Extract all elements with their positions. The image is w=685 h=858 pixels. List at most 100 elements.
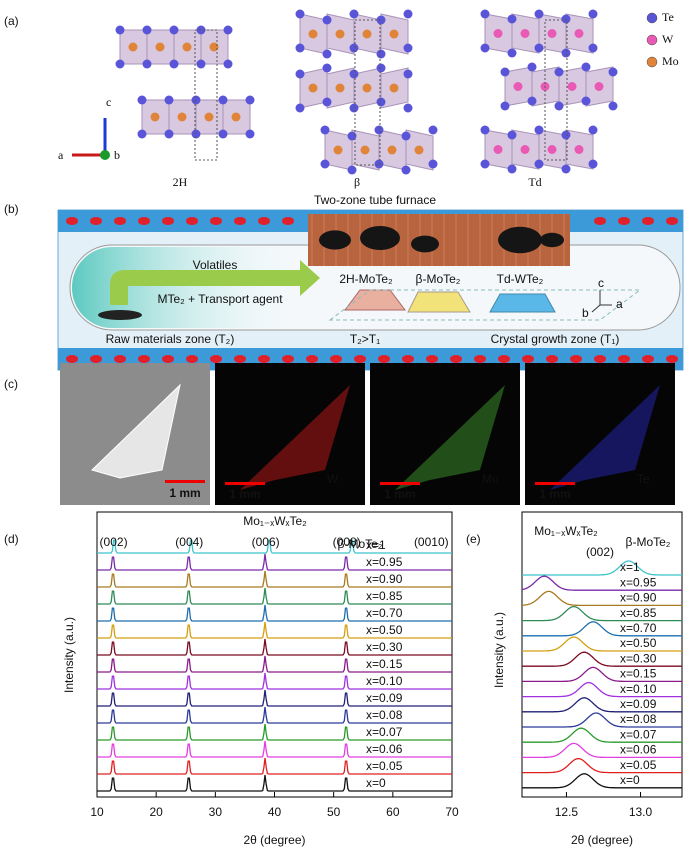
atom [308, 83, 318, 93]
atom [534, 125, 544, 135]
scale-bar [225, 482, 265, 485]
atom [196, 59, 206, 69]
atom [182, 42, 192, 52]
scale-label: 1 mm [539, 487, 570, 501]
heater [450, 355, 462, 363]
spectrum [97, 689, 452, 707]
unit-cell [544, 19, 568, 161]
atom [295, 9, 305, 19]
heater [570, 355, 582, 363]
spectrum [97, 604, 452, 622]
atom [554, 101, 564, 111]
crystal-label: 2H-MoTe₂ [339, 272, 393, 286]
atom [347, 131, 357, 141]
scale-label: 1 mm [384, 487, 415, 501]
series-label: x=0.05 [366, 759, 403, 773]
spectrum [97, 740, 452, 758]
atom [362, 29, 372, 39]
atom [403, 69, 413, 79]
panel-label: (a) [4, 14, 19, 28]
spectrum [522, 621, 682, 637]
atom [335, 83, 345, 93]
scale-bar [535, 482, 575, 485]
axis-arrow [591, 304, 601, 313]
atom [347, 165, 357, 175]
x-tick-label: 13.0 [629, 805, 653, 819]
heater [594, 355, 606, 363]
atom [349, 103, 359, 113]
series-label: x=0.50 [620, 636, 657, 650]
atom [588, 43, 598, 53]
series-label: x=0.50 [366, 623, 403, 637]
atom [115, 25, 125, 35]
heater [258, 355, 270, 363]
atom [322, 97, 332, 107]
atom [403, 103, 413, 113]
spectrum [522, 590, 682, 607]
atom [480, 43, 490, 53]
spectrum [97, 587, 452, 605]
spectrum [97, 638, 452, 656]
atom [493, 145, 503, 154]
heater [642, 355, 654, 363]
atom [401, 165, 411, 175]
heater [138, 217, 150, 225]
x-tick-label: 10 [90, 805, 104, 819]
series-label: x=0.07 [620, 727, 657, 741]
atom [177, 112, 187, 122]
spectrum [97, 774, 452, 792]
atom [223, 59, 233, 69]
series-label: x=0.70 [366, 606, 403, 620]
atom [507, 48, 517, 58]
axis-label: a [58, 148, 64, 162]
spectrum [522, 727, 682, 743]
atom [561, 14, 571, 24]
legend-swatch [646, 12, 658, 24]
atom [209, 42, 219, 52]
eds-map [370, 363, 520, 505]
x-tick-label: 40 [268, 805, 282, 819]
atom [349, 9, 359, 19]
atom [574, 145, 584, 154]
atom [322, 15, 332, 25]
zone-label: Crystal growth zone (T₁) [491, 332, 620, 346]
crystal [411, 235, 439, 253]
heater [666, 217, 678, 225]
atom [527, 62, 537, 72]
heater [210, 217, 222, 225]
furnace-title: Two-zone tube furnace [314, 193, 436, 207]
x-axis-title: 2θ (degree) [243, 833, 305, 847]
atom [142, 25, 152, 35]
heater [138, 355, 150, 363]
atom [376, 63, 386, 73]
atom [534, 159, 544, 169]
heater [66, 217, 78, 225]
series-label: x=0.15 [366, 657, 403, 671]
series-label: x=0.09 [620, 697, 657, 711]
plot-frame [521, 511, 683, 798]
peak-label: (006) [252, 535, 280, 549]
atom [349, 69, 359, 79]
legend-label: Te [662, 10, 674, 24]
eds-map [525, 363, 675, 505]
chart-title: Mo₁₋ₓWₓTe₂ [243, 514, 307, 528]
y-axis-title: Intensity (a.u.) [492, 612, 506, 688]
reaction-label: MTe₂ + Transport agent [157, 292, 283, 306]
raw-material [98, 310, 142, 320]
atom [150, 112, 160, 122]
unit-cell [354, 19, 381, 166]
phase-label: β-MoTe₂ [338, 537, 383, 551]
heater [594, 217, 606, 225]
spectrum [97, 706, 452, 724]
tube-gradient [72, 247, 312, 328]
spectrum [522, 742, 682, 759]
peak-label: (002) [100, 535, 128, 549]
atom [428, 159, 438, 169]
atom [513, 82, 523, 91]
atom [360, 145, 370, 155]
atom [594, 82, 604, 91]
spectrum [522, 666, 682, 683]
heater [66, 355, 78, 363]
crystal-td [489, 293, 556, 313]
series-label: x=0.07 [366, 725, 403, 739]
